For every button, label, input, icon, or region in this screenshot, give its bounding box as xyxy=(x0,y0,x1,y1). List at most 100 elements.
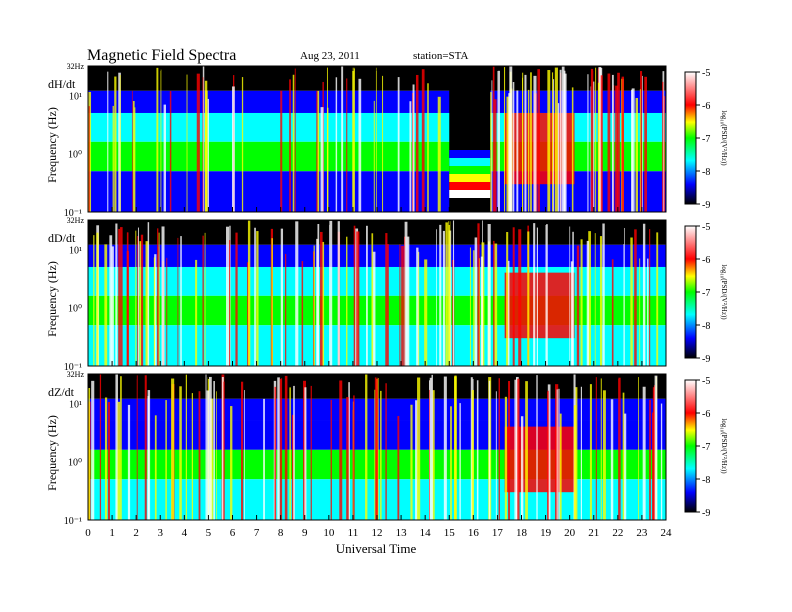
spike-mark xyxy=(551,72,554,213)
spike-mark xyxy=(533,75,537,213)
spike-mark xyxy=(277,377,280,520)
spike-mark xyxy=(436,229,437,366)
x-tick-label: 0 xyxy=(85,527,91,539)
spike-mark xyxy=(476,380,479,520)
spectral-band xyxy=(88,325,666,366)
y-tick-label: 10⁰ xyxy=(68,458,82,469)
enhanced-power-region xyxy=(504,272,575,339)
spike-mark xyxy=(375,67,377,213)
x-tick-label: 11 xyxy=(348,527,359,539)
spike-mark xyxy=(592,81,595,212)
spike-mark xyxy=(156,67,159,212)
spike-mark xyxy=(576,245,580,366)
colorbar-tick-label: -9 xyxy=(702,508,710,519)
spike-mark xyxy=(611,74,614,213)
spike-mark xyxy=(623,244,625,366)
spike-mark xyxy=(140,234,144,366)
spike-mark xyxy=(244,390,245,520)
spike-mark xyxy=(595,377,597,520)
spike-mark xyxy=(163,104,166,212)
spike-mark xyxy=(644,76,647,212)
colorbar-tick-label: -8 xyxy=(702,321,710,332)
spike-mark xyxy=(656,232,659,366)
spike-mark xyxy=(506,96,510,212)
spike-mark xyxy=(147,222,150,366)
spike-mark xyxy=(525,381,528,520)
spike-mark xyxy=(649,399,651,520)
spike-mark xyxy=(594,233,596,366)
spike-mark xyxy=(417,377,421,520)
spike-mark xyxy=(580,239,583,366)
spike-mark xyxy=(207,98,209,212)
spike-mark xyxy=(561,66,565,212)
component-label: dH/dt xyxy=(48,77,76,91)
spike-mark xyxy=(371,233,374,366)
spike-mark xyxy=(365,374,368,520)
gap-band xyxy=(449,174,491,182)
spike-mark xyxy=(640,71,643,212)
spike-mark xyxy=(160,69,162,213)
spike-mark xyxy=(418,251,420,366)
spike-mark xyxy=(610,399,614,520)
colorbar xyxy=(684,379,697,513)
component-label: dZ/dt xyxy=(48,385,75,399)
spike-mark xyxy=(339,380,343,520)
spike-mark xyxy=(491,80,493,213)
spike-mark xyxy=(119,75,121,213)
colorbar-tick-label: -6 xyxy=(702,409,710,420)
spike-mark xyxy=(136,375,138,520)
spike-mark xyxy=(256,231,259,366)
y-tick-label: 10⁻¹ xyxy=(64,362,82,373)
colorbar-tick-label: -5 xyxy=(702,222,710,233)
spike-mark xyxy=(590,68,594,213)
colorbar-tick-label: -7 xyxy=(702,288,710,299)
spike-mark xyxy=(139,241,142,366)
colorbar-tick-label: -7 xyxy=(702,134,710,145)
spike-mark xyxy=(104,397,108,520)
spike-mark xyxy=(421,69,425,213)
spike-mark xyxy=(630,237,633,366)
spike-mark xyxy=(624,227,625,366)
spike-mark xyxy=(280,228,284,366)
spike-mark xyxy=(588,231,591,366)
x-tick-label: 21 xyxy=(588,527,599,539)
x-tick-label: 14 xyxy=(420,527,432,539)
spike-mark xyxy=(126,232,129,366)
x-tick-label: 2 xyxy=(133,527,139,539)
spike-mark xyxy=(310,385,312,520)
spike-mark xyxy=(348,382,350,520)
spike-mark xyxy=(171,378,175,520)
spike-mark xyxy=(517,378,520,520)
spike-mark xyxy=(289,387,291,520)
spike-mark xyxy=(399,244,401,366)
spike-mark xyxy=(304,387,307,520)
spike-mark xyxy=(289,79,291,213)
spike-mark xyxy=(439,224,442,366)
spike-mark xyxy=(353,225,356,366)
spike-mark xyxy=(137,227,139,366)
component-label: dD/dt xyxy=(48,231,76,245)
colorbar-tick-label: -6 xyxy=(702,101,710,112)
spike-mark xyxy=(320,107,324,212)
spike-mark xyxy=(587,74,589,213)
spike-mark xyxy=(117,401,121,520)
spike-mark xyxy=(107,71,109,212)
spike-mark xyxy=(480,256,484,366)
spike-mark xyxy=(547,384,551,520)
spike-mark xyxy=(492,66,495,212)
colorbar-tick-label: -5 xyxy=(702,376,710,387)
spike-mark xyxy=(412,84,415,212)
spike-mark xyxy=(88,106,90,212)
spike-mark xyxy=(445,222,448,366)
spike-mark xyxy=(353,395,355,520)
spike-mark xyxy=(356,231,360,366)
y-axis-label: Frequency (Hz) xyxy=(45,107,59,183)
spike-mark xyxy=(274,386,277,520)
spike-mark xyxy=(206,390,210,520)
figure-station: station=STA xyxy=(413,50,468,62)
x-tick-label: 12 xyxy=(372,527,383,539)
colorbar-tick-label: -7 xyxy=(702,442,710,453)
spike-mark xyxy=(598,66,602,212)
y-tick-label: 10¹ xyxy=(69,91,82,102)
